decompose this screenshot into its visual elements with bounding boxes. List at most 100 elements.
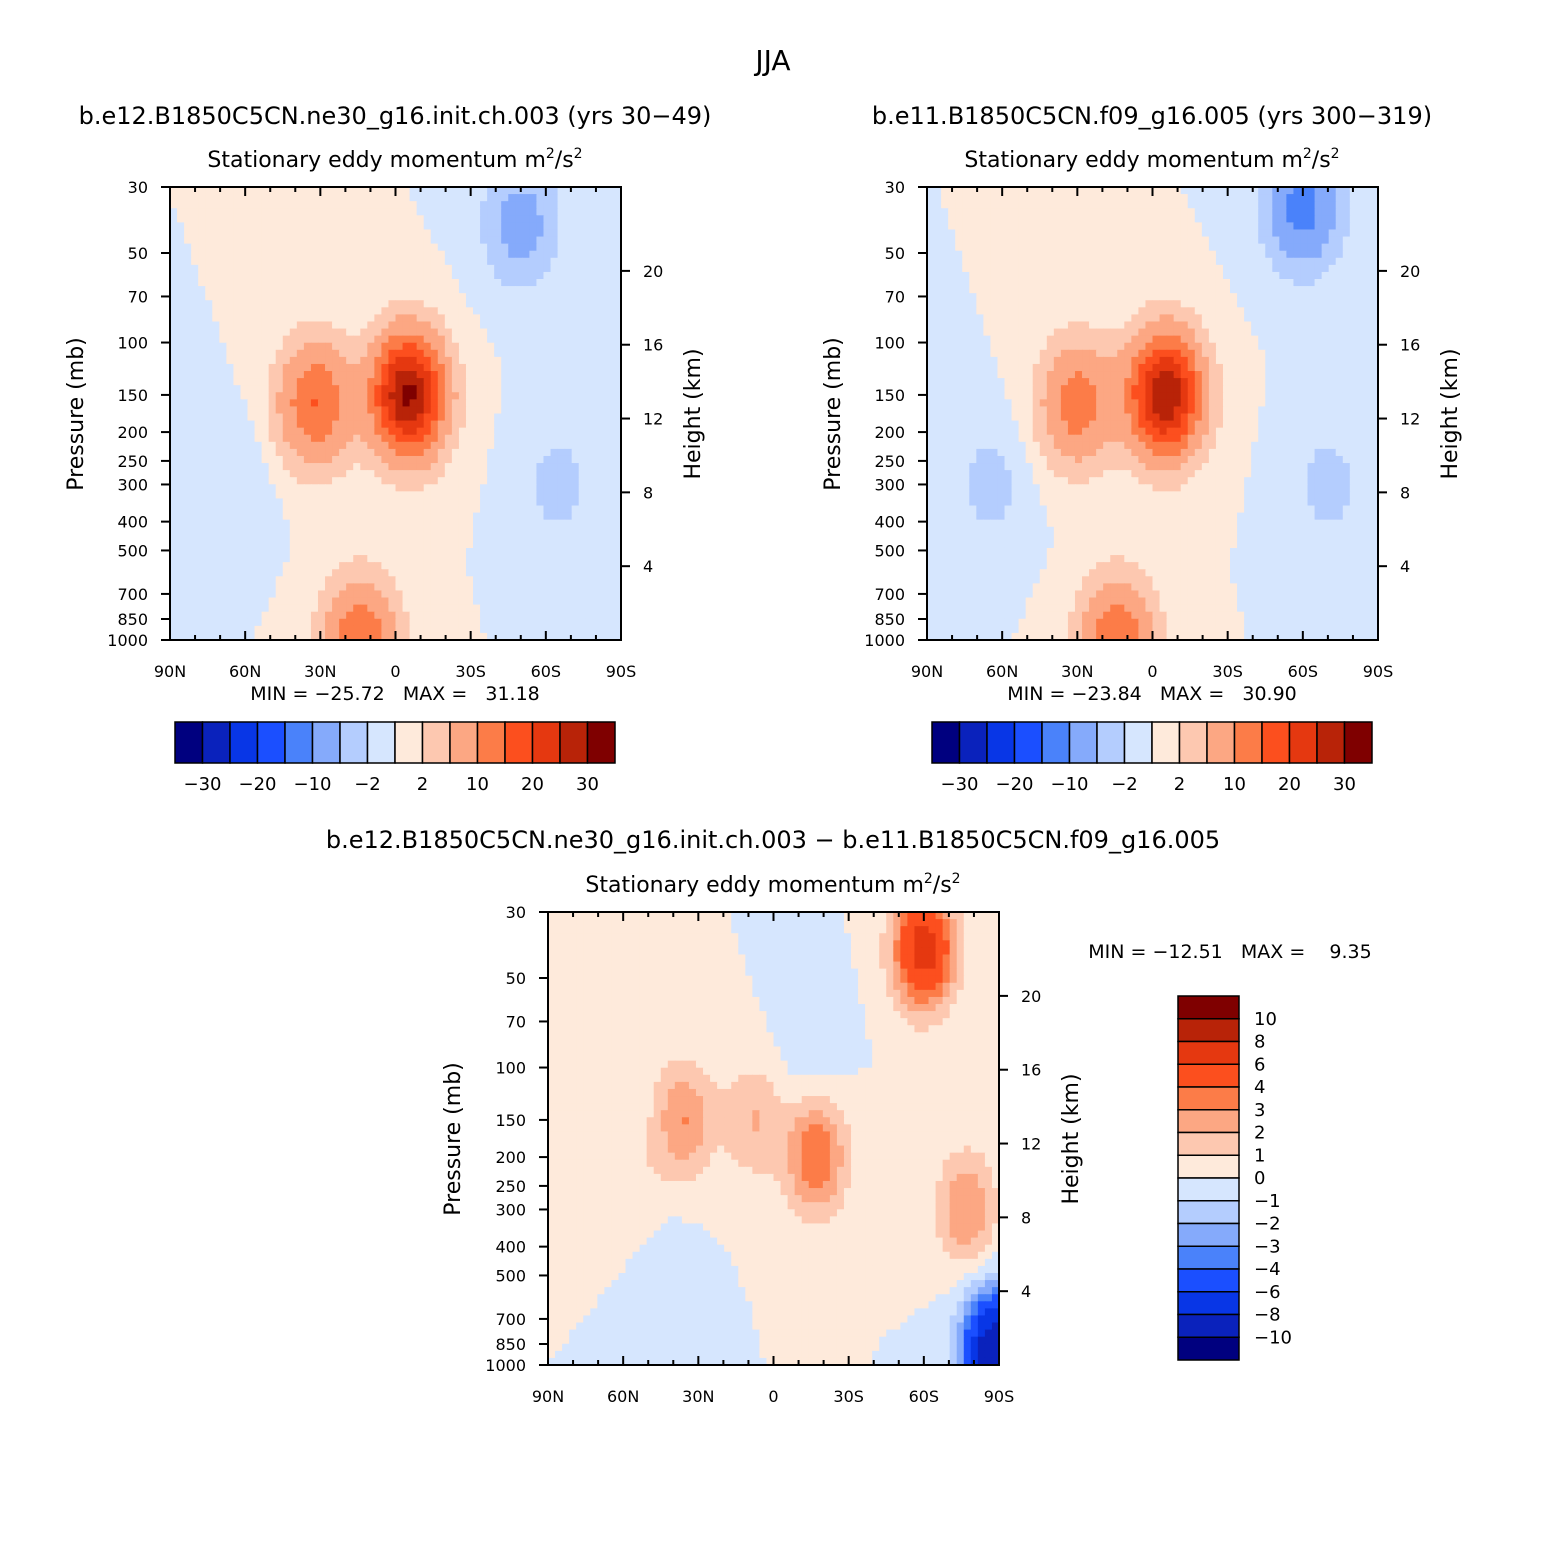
heatmap-cell: [240, 243, 249, 252]
heatmap-cell: [451, 187, 460, 195]
heatmap-cell: [254, 208, 263, 216]
heatmap-cell: [962, 257, 970, 266]
heatmap-cell: [402, 470, 411, 478]
heatmap-cell: [1244, 243, 1252, 252]
heatmap-cell: [1180, 229, 1189, 238]
heatmap-cell: [303, 378, 312, 386]
heatmap-cell: [480, 583, 488, 592]
heatmap-cell: [501, 448, 509, 457]
heatmap-cell: [606, 208, 615, 216]
heatmap-cell: [233, 455, 242, 464]
heatmap-cell: [501, 604, 509, 613]
heatmap-cell: [1082, 229, 1090, 238]
heatmap-cell: [332, 356, 340, 365]
heatmap-cell: [494, 448, 502, 457]
heatmap-cell: [487, 406, 495, 415]
heatmap-cell: [1258, 243, 1266, 252]
heatmap-cell: [177, 236, 185, 245]
heatmap-cell: [367, 363, 375, 372]
heatmap-cell: [332, 477, 340, 485]
heatmap-cell: [233, 547, 242, 556]
heatmap-cell: [487, 356, 495, 365]
x-tick-label: 60S: [531, 662, 562, 681]
heatmap-cell: [480, 385, 488, 393]
heatmap-cell: [465, 406, 474, 415]
heatmap-cell: [501, 328, 509, 337]
heatmap-cell: [395, 208, 404, 216]
heatmap-cell: [585, 555, 594, 563]
heatmap-cell: [529, 611, 538, 620]
heatmap-cell: [536, 215, 545, 223]
heatmap-cell: [275, 420, 284, 429]
heatmap-cell: [613, 236, 622, 245]
heatmap-cell: [578, 512, 587, 521]
heatmap-cell: [353, 583, 361, 592]
heatmap-cell: [465, 257, 474, 266]
heatmap-cell: [1046, 236, 1055, 245]
heatmap-cell: [522, 392, 530, 400]
heatmap-cell: [339, 477, 347, 485]
x-tick-label: 60N: [229, 662, 261, 681]
heatmap-cell: [226, 540, 235, 549]
heatmap-cell: [606, 194, 615, 202]
heatmap-cell: [388, 406, 397, 415]
heatmap-cell: [360, 519, 368, 528]
heatmap-cell: [289, 611, 298, 620]
heatmap-cell: [1321, 243, 1330, 252]
heatmap-cell: [1096, 222, 1104, 231]
heatmap-cell: [550, 448, 559, 457]
heatmap-cell: [550, 604, 559, 613]
heatmap-cell: [409, 505, 418, 514]
heatmap-cell: [303, 618, 312, 627]
heatmap-cell: [254, 611, 263, 620]
heatmap-cell: [367, 194, 375, 202]
heatmap-cell: [367, 385, 375, 393]
heatmap-cell: [198, 229, 206, 238]
heatmap-cell: [515, 243, 523, 252]
heatmap-cell: [317, 604, 326, 613]
heatmap-cell: [177, 632, 185, 641]
heatmap-cell: [325, 293, 333, 301]
heatmap-cell: [592, 392, 601, 400]
heatmap-cell: [437, 547, 446, 556]
heatmap-cell: [177, 540, 185, 549]
heatmap-cell: [325, 194, 333, 202]
heatmap-cell: [177, 583, 185, 592]
heatmap-cell: [303, 427, 312, 436]
heatmap-cell: [388, 314, 397, 323]
heatmap-cell: [444, 392, 453, 400]
heatmap-cell: [282, 427, 291, 436]
heatmap-cell: [606, 618, 615, 627]
heatmap-cell: [233, 484, 242, 492]
heatmap-cell: [219, 413, 227, 422]
heatmap-cell: [592, 533, 601, 542]
heatmap-cell: [969, 264, 977, 273]
heatmap-cell: [416, 484, 425, 492]
heatmap-cell: [268, 321, 277, 330]
heatmap-cell: [515, 519, 523, 528]
heatmap-cell: [606, 286, 615, 294]
heatmap-cell: [332, 611, 340, 620]
heatmap-cell: [282, 512, 291, 521]
heatmap-cell: [388, 392, 397, 400]
heatmap-cell: [1258, 250, 1266, 259]
heatmap-cell: [212, 455, 220, 464]
heatmap-cell: [430, 314, 439, 323]
heatmap-cell: [543, 562, 552, 570]
heatmap-cell: [360, 526, 368, 535]
heatmap-cell: [934, 208, 942, 216]
heatmap-cell: [934, 250, 942, 259]
heatmap-cell: [430, 264, 439, 273]
heatmap-cell: [1117, 264, 1125, 273]
heatmap-cell: [1293, 215, 1302, 223]
heatmap-cell: [606, 441, 615, 450]
heatmap-cell: [585, 321, 594, 330]
heatmap-cell: [473, 335, 481, 344]
heatmap-cell: [1349, 201, 1358, 209]
heatmap-cell: [170, 208, 178, 216]
heatmap-cell: [395, 371, 404, 379]
heatmap-cell: [177, 187, 185, 195]
heatmap-cell: [374, 533, 383, 542]
heatmap-cell: [473, 194, 481, 202]
heatmap-cell: [381, 413, 390, 422]
